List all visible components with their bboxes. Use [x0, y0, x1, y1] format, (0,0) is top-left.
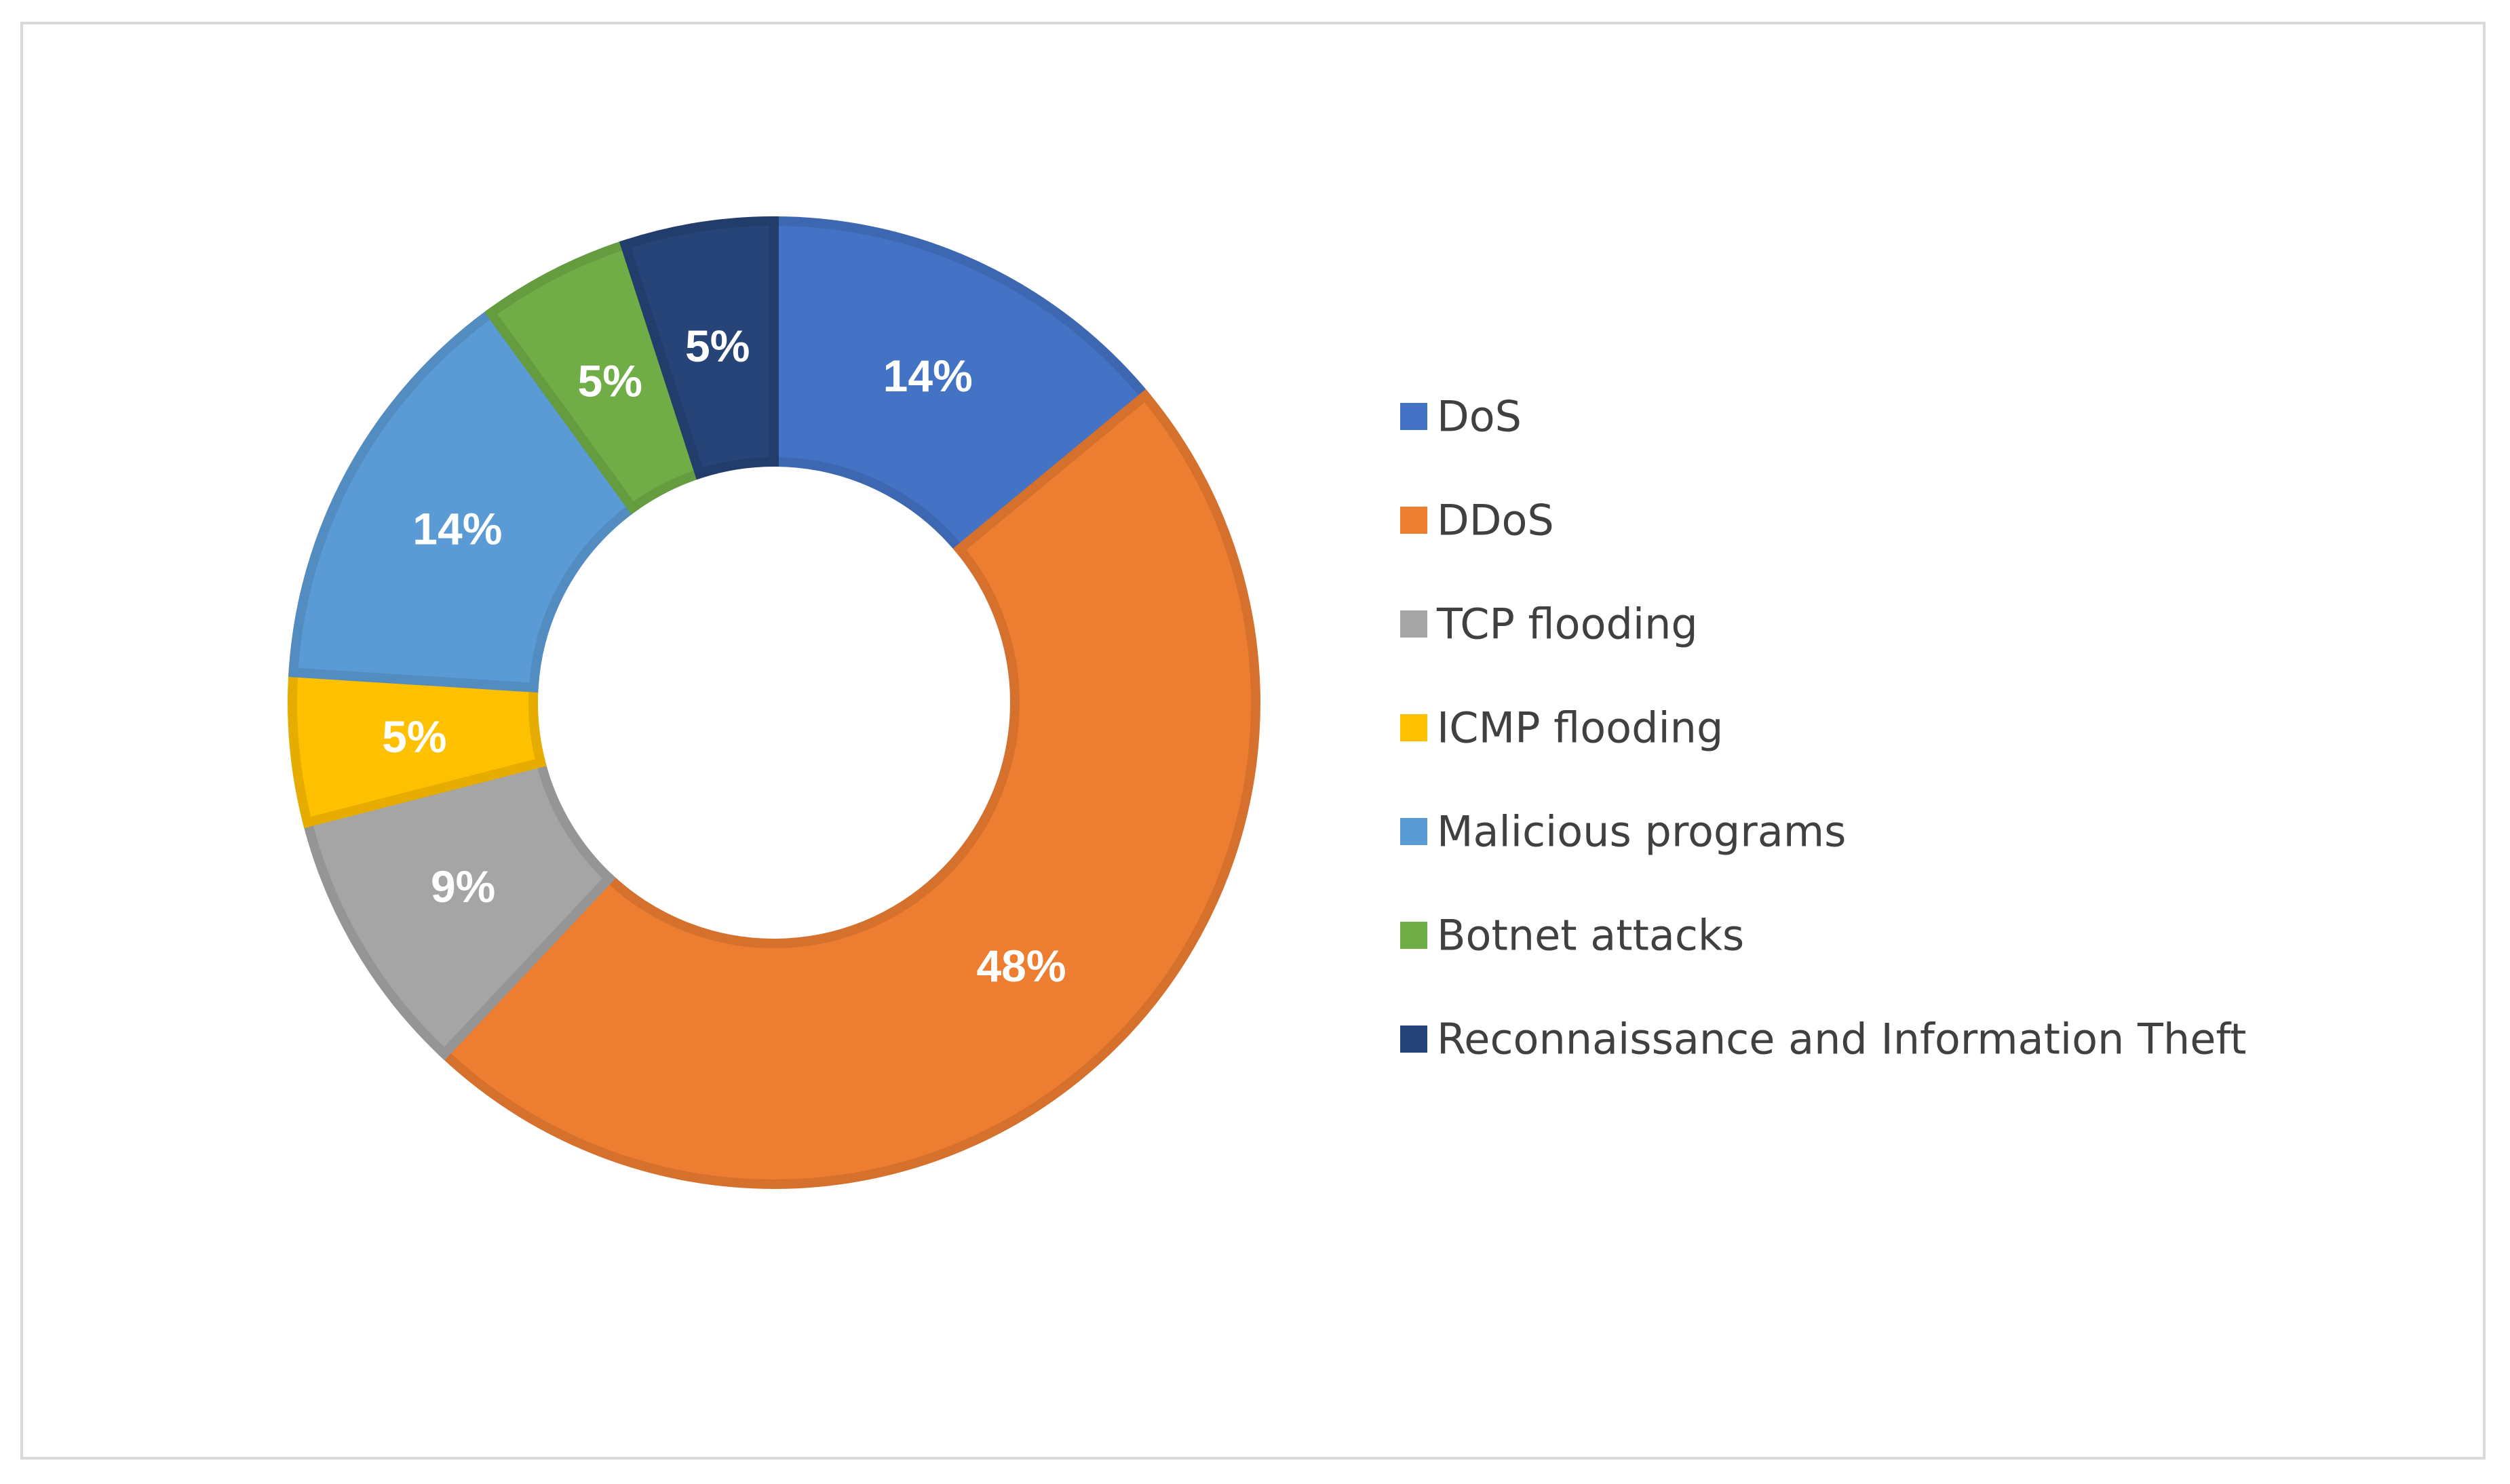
- chart-frame: 14% 48% 9% 5% 14% 5% 5% DoS DDoS TCP flooding ICM…: [20, 22, 2486, 1460]
- legend-layer: DoS DDoS TCP flooding ICMP flooding Maliciou…: [1400, 392, 2246, 1064]
- legend-label-icmp-flooding: ICMP flooding: [1437, 703, 1723, 753]
- data-label-malicious-programs: 14%: [412, 503, 502, 553]
- legend-swatch-ddos: [1400, 507, 1427, 534]
- data-label-icmp-flooding: 5%: [382, 711, 446, 762]
- legend-label-tcp-flooding: TCP flooding: [1436, 600, 1698, 649]
- slice-tcp-flooding: [301, 756, 616, 1061]
- data-label-botnet-attacks: 5%: [578, 356, 642, 406]
- legend-label-reconnaissance-and-information-theft: Reconnaissance and Information Theft: [1437, 1015, 2246, 1064]
- data-label-reconnaissance-and-information-theft: 5%: [685, 321, 750, 371]
- legend-label-malicious-programs: Malicious programs: [1437, 807, 1846, 857]
- labels-layer: 14% 48% 9% 5% 14% 5% 5%: [382, 321, 1066, 991]
- legend-item-malicious-programs: Malicious programs: [1400, 807, 1846, 857]
- legend-item-icmp-flooding: ICMP flooding: [1400, 703, 1723, 753]
- legend-item-ddos: DDoS: [1400, 496, 1554, 545]
- legend-label-ddos: DDoS: [1437, 496, 1554, 545]
- legend-swatch-malicious-programs: [1400, 818, 1427, 845]
- legend-swatch-icmp-flooding: [1400, 714, 1427, 741]
- slice-malicious-programs: [288, 306, 640, 693]
- legend-label-botnet-attacks: Botnet attacks: [1437, 911, 1744, 960]
- slice-ddos: [438, 389, 1260, 1189]
- slices-layer: [288, 216, 1260, 1189]
- legend-swatch-botnet-attacks: [1400, 922, 1427, 949]
- legend-swatch-tcp-flooding: [1400, 610, 1427, 638]
- legend-item-reconnaissance-and-information-theft: Reconnaissance and Information Theft: [1400, 1015, 2246, 1064]
- data-label-ddos: 48%: [976, 941, 1066, 991]
- data-label-dos: 14%: [883, 351, 973, 401]
- data-label-tcp-flooding: 9%: [431, 861, 495, 912]
- legend-item-botnet-attacks: Botnet attacks: [1400, 911, 1744, 960]
- legend-item-tcp-flooding: TCP flooding: [1400, 600, 1698, 649]
- legend-item-dos: DoS: [1400, 392, 1522, 442]
- donut-chart: 14% 48% 9% 5% 14% 5% 5% DoS DDoS TCP flooding ICM…: [288, 216, 2246, 1189]
- slice-reconnaissance-and-information-theft: [619, 216, 779, 480]
- legend-swatch-reconnaissance-and-information-theft: [1400, 1026, 1427, 1053]
- legend-label-dos: DoS: [1437, 392, 1522, 442]
- legend-swatch-dos: [1400, 403, 1427, 430]
